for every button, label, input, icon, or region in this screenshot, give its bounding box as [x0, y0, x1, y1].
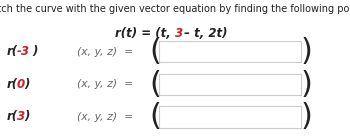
- Text: ): ): [300, 37, 312, 66]
- Text: r(: r(: [7, 78, 18, 91]
- Text: -3: -3: [17, 45, 30, 58]
- Text: ): ): [300, 102, 312, 132]
- Text: (: (: [150, 102, 162, 132]
- Text: (: (: [150, 37, 162, 66]
- Text: 0: 0: [17, 78, 25, 91]
- Text: 3: 3: [175, 27, 183, 40]
- Text: r(: r(: [7, 110, 18, 123]
- Text: ): ): [33, 45, 38, 58]
- Text: (x, y, z)  =: (x, y, z) =: [77, 79, 133, 89]
- Text: ): ): [25, 110, 30, 123]
- Text: r(: r(: [7, 45, 18, 58]
- Text: (: (: [150, 70, 162, 99]
- Text: 3: 3: [17, 110, 25, 123]
- Text: (x, y, z)  =: (x, y, z) =: [77, 47, 133, 57]
- Text: ): ): [25, 78, 30, 91]
- Text: Sketch the curve with the given vector equation by finding the following points.: Sketch the curve with the given vector e…: [0, 4, 350, 14]
- Text: – t, 2t): – t, 2t): [180, 27, 227, 40]
- Text: (x, y, z)  =: (x, y, z) =: [77, 112, 133, 122]
- Text: ): ): [300, 70, 312, 99]
- Text: r(t) = (t,: r(t) = (t,: [115, 27, 175, 40]
